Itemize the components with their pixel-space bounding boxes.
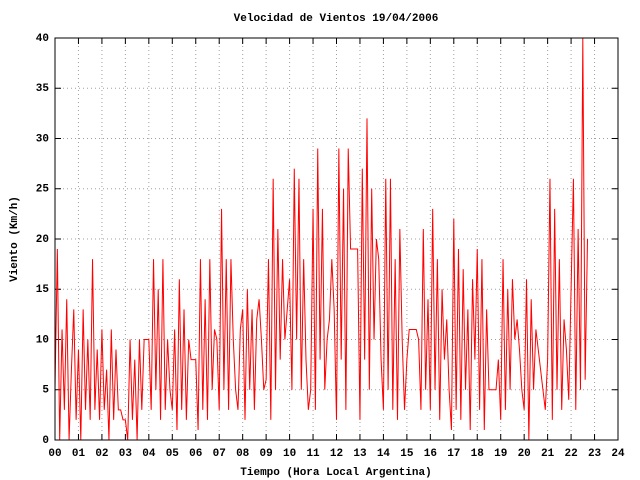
x-tick-label: 17	[447, 448, 460, 460]
x-tick-label: 15	[400, 448, 414, 460]
x-tick-label: 09	[260, 448, 273, 460]
y-tick-label: 40	[36, 33, 49, 45]
y-axis-label: Viento (Km/h)	[9, 196, 21, 282]
x-tick-label: 00	[48, 448, 61, 460]
y-tick-label: 30	[36, 133, 49, 145]
x-tick-label: 07	[213, 448, 226, 460]
y-tick-label: 5	[42, 385, 49, 397]
y-tick-label: 0	[42, 435, 49, 447]
x-tick-label: 10	[283, 448, 296, 460]
y-tick-label: 20	[36, 234, 49, 246]
x-axis-label: Tiempo (Hora Local Argentina)	[240, 467, 431, 479]
y-tick-label: 15	[36, 284, 50, 296]
x-tick-label: 08	[236, 448, 250, 460]
x-tick-label: 22	[564, 448, 577, 460]
x-tick-label: 06	[189, 448, 202, 460]
x-tick-label: 23	[588, 448, 602, 460]
y-tick-label: 35	[36, 83, 50, 95]
x-tick-label: 03	[119, 448, 133, 460]
x-tick-label: 12	[330, 448, 343, 460]
x-tick-label: 05	[166, 448, 180, 460]
x-tick-label: 14	[377, 448, 391, 460]
y-tick-label: 10	[36, 334, 49, 346]
x-tick-label: 24	[611, 448, 625, 460]
x-tick-label: 18	[471, 448, 485, 460]
x-tick-label: 13	[353, 448, 367, 460]
chart-title: Velocidad de Vientos 19/04/2006	[234, 13, 439, 25]
plot-border	[54, 37, 619, 441]
x-tick-label: 19	[494, 448, 507, 460]
x-tick-label: 21	[541, 448, 555, 460]
y-tick-label: 25	[36, 184, 50, 196]
x-tick-label: 01	[72, 448, 86, 460]
x-tick-label: 02	[95, 448, 108, 460]
x-tick-label: 16	[424, 448, 437, 460]
x-tick-label: 04	[142, 448, 156, 460]
x-tick-label: 20	[518, 448, 531, 460]
x-tick-label: 11	[306, 448, 320, 460]
wind-line	[54, 37, 588, 441]
